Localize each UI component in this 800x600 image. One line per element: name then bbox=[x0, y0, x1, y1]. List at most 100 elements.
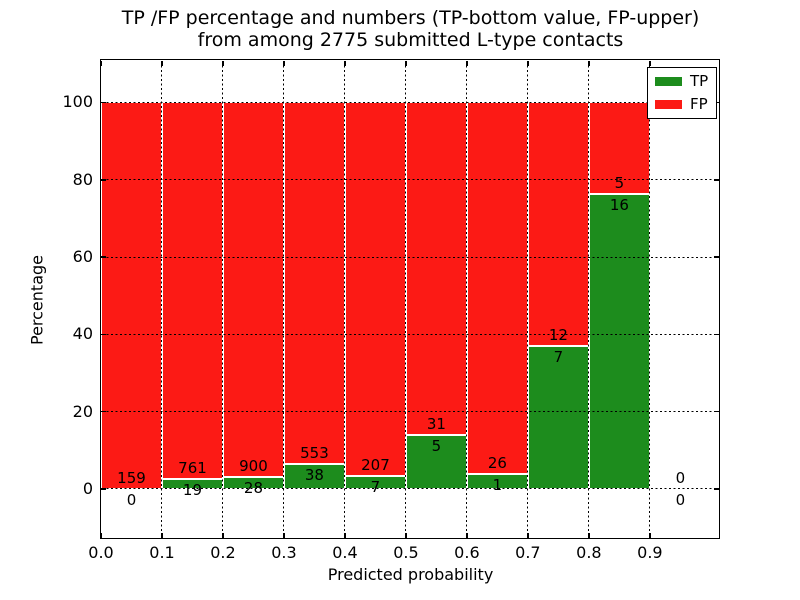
chart-title-line1: TP /FP percentage and numbers (TP-bottom… bbox=[121, 7, 700, 29]
x-tick-mark bbox=[100, 533, 102, 538]
grid-line-horizontal bbox=[102, 179, 719, 181]
bar-count-label-fp: 31 bbox=[426, 415, 446, 434]
bar-count-label-tp: 1 bbox=[492, 476, 503, 495]
y-tick-label: 100 bbox=[62, 92, 93, 112]
y-tick-mark bbox=[101, 256, 106, 258]
y-tick-mark-right bbox=[714, 333, 719, 336]
x-tick-mark bbox=[466, 533, 468, 538]
y-tick-mark bbox=[101, 333, 106, 336]
x-tick-mark-top bbox=[344, 61, 346, 66]
x-tick-mark-top bbox=[222, 61, 224, 66]
grid-line-horizontal bbox=[102, 333, 719, 335]
y-tick-mark bbox=[101, 179, 106, 181]
bar-count-label-fp: 0 bbox=[675, 468, 686, 487]
grid-line-vertical bbox=[588, 61, 590, 538]
bar-count-label-fp: 12 bbox=[548, 326, 568, 345]
bar-count-label-fp: 761 bbox=[178, 459, 207, 478]
x-tick-label: 0.9 bbox=[637, 543, 663, 562]
x-tick-mark bbox=[222, 533, 224, 538]
x-axis-label: Predicted probability bbox=[327, 565, 494, 584]
grid-line-vertical bbox=[283, 61, 285, 538]
legend-label: FP bbox=[690, 95, 708, 113]
legend-swatch-tp-icon bbox=[655, 77, 682, 86]
bar-segment-fp bbox=[101, 102, 162, 489]
y-tick-label: 20 bbox=[72, 401, 93, 421]
y-tick-mark-right bbox=[714, 410, 719, 413]
grid-line-horizontal bbox=[102, 256, 719, 258]
grid-line-vertical bbox=[344, 61, 346, 538]
y-tick-mark-right bbox=[714, 179, 719, 181]
bar-count-label-tp: 28 bbox=[243, 479, 263, 498]
x-tick-mark bbox=[588, 533, 590, 538]
grid-line-horizontal bbox=[102, 488, 719, 490]
grid-line-vertical bbox=[161, 61, 163, 538]
chart-title-line2: from among 2775 submitted L-type contact… bbox=[197, 29, 624, 51]
bar-segment-fp bbox=[588, 102, 650, 195]
y-tick-label: 0 bbox=[82, 478, 93, 498]
bar-count-label-tp: 38 bbox=[304, 465, 324, 484]
legend-swatch-fp-icon bbox=[655, 100, 682, 109]
legend-label: TP bbox=[690, 72, 709, 90]
x-tick-label: 0.6 bbox=[454, 543, 480, 562]
grid-line-vertical bbox=[649, 61, 651, 538]
y-tick-label: 40 bbox=[72, 324, 93, 344]
bar-segment-tp bbox=[588, 194, 650, 489]
y-tick-mark bbox=[101, 101, 106, 104]
x-tick-label: 0.2 bbox=[210, 543, 236, 562]
y-tick-mark-right bbox=[714, 488, 719, 490]
bar-count-label-tp: 16 bbox=[609, 196, 629, 215]
grid-line-vertical bbox=[405, 61, 407, 538]
bar-count-label-fp: 207 bbox=[361, 456, 390, 475]
legend: TP FP bbox=[647, 67, 718, 119]
x-tick-mark-top bbox=[283, 61, 285, 66]
bar-count-label-tp: 0 bbox=[126, 490, 137, 509]
x-tick-mark-top bbox=[405, 61, 407, 66]
x-tick-mark-top bbox=[588, 61, 590, 66]
grid-line-horizontal bbox=[102, 101, 719, 103]
bar-count-label-tp: 19 bbox=[182, 481, 203, 500]
x-tick-mark-top bbox=[466, 61, 468, 66]
x-tick-label: 0.1 bbox=[149, 543, 175, 562]
x-tick-mark bbox=[283, 533, 285, 538]
x-tick-mark bbox=[344, 533, 346, 538]
x-tick-mark-top bbox=[527, 61, 529, 66]
grid-line-vertical bbox=[527, 61, 529, 538]
bar-count-label-fp: 159 bbox=[117, 468, 146, 487]
bar-count-label-tp: 7 bbox=[370, 478, 381, 497]
x-tick-mark bbox=[527, 533, 529, 538]
x-tick-mark-top bbox=[161, 61, 163, 66]
bar-count-label-tp: 7 bbox=[553, 348, 564, 367]
x-tick-mark bbox=[649, 533, 651, 538]
bar-segment-fp bbox=[405, 102, 467, 436]
bar-count-label-fp: 553 bbox=[300, 443, 329, 462]
y-tick-label: 80 bbox=[72, 169, 93, 189]
x-tick-mark-top bbox=[649, 61, 651, 66]
bar-count-label-fp: 5 bbox=[614, 174, 625, 193]
bar-count-label-fp: 900 bbox=[239, 457, 268, 476]
bar-count-label-tp: 5 bbox=[431, 437, 442, 456]
bar-count-label-fp: 26 bbox=[487, 454, 507, 473]
x-tick-label: 0.8 bbox=[576, 543, 602, 562]
x-tick-label: 0.5 bbox=[393, 543, 419, 562]
bar-segment-fp bbox=[161, 102, 223, 480]
x-tick-label: 0.0 bbox=[88, 543, 114, 562]
grid-line-horizontal bbox=[102, 411, 719, 413]
y-tick-mark bbox=[101, 488, 106, 490]
y-tick-mark-right bbox=[714, 256, 719, 258]
x-tick-label: 0.3 bbox=[271, 543, 297, 562]
x-tick-mark-top bbox=[100, 61, 102, 66]
chart-title: TP /FP percentage and numbers (TP-bottom… bbox=[101, 7, 720, 51]
plot-area bbox=[100, 59, 720, 539]
x-tick-label: 0.4 bbox=[332, 543, 358, 562]
legend-entry: TP bbox=[655, 74, 708, 89]
x-tick-label: 0.7 bbox=[515, 543, 541, 562]
x-tick-mark bbox=[405, 533, 407, 538]
y-tick-mark bbox=[101, 410, 106, 413]
y-tick-label: 60 bbox=[72, 247, 93, 266]
grid-line-vertical bbox=[466, 61, 468, 538]
legend-entry: FP bbox=[655, 97, 708, 112]
x-tick-mark bbox=[161, 533, 163, 538]
grid-line-vertical bbox=[222, 61, 224, 538]
bar-count-label-tp: 0 bbox=[675, 490, 686, 509]
